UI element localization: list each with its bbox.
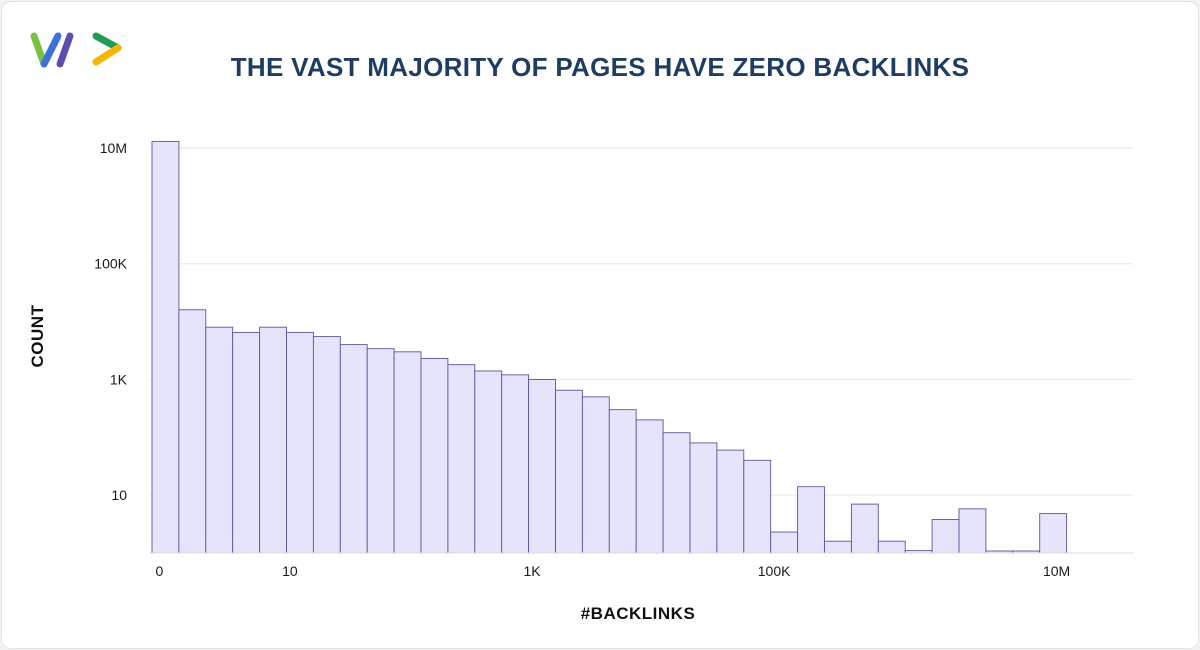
bar (339, 344, 368, 554)
x-tick-labels: 0 10 1K 100K 10M (156, 563, 1071, 579)
y-tick-label: 10M (100, 140, 127, 156)
x-tick-label: 100K (758, 563, 791, 579)
bar (178, 309, 207, 554)
bar (447, 364, 476, 554)
y-tick-label: 10 (111, 487, 127, 503)
bar (824, 540, 852, 554)
bar (635, 419, 664, 554)
x-tick-label: 0 (156, 563, 164, 579)
bar (716, 449, 745, 554)
bar (501, 374, 530, 554)
bar (393, 351, 422, 554)
bar (312, 336, 341, 554)
bar (797, 486, 825, 554)
x-tick-label: 10 (282, 563, 298, 579)
bar (770, 531, 799, 554)
bar (474, 370, 503, 554)
bar (1039, 513, 1068, 554)
y-tick-label: 100K (94, 256, 127, 272)
bar (205, 326, 234, 554)
y-tick-labels: 10 1K 100K 10M (94, 140, 127, 503)
chart-title: THE VAST MAJORITY OF PAGES HAVE ZERO BAC… (230, 52, 970, 82)
bar (958, 508, 987, 554)
bar (151, 140, 180, 554)
bar (259, 326, 287, 554)
bar (689, 442, 718, 554)
bar (366, 348, 395, 554)
bar (662, 432, 691, 554)
bar (608, 409, 637, 554)
brand-logo-icon (30, 32, 122, 68)
bar (555, 389, 583, 554)
bar (420, 358, 449, 554)
bars (151, 140, 1068, 554)
bar (850, 503, 879, 554)
x-tick-label: 1K (523, 563, 541, 579)
bar (232, 331, 261, 554)
bar (528, 378, 556, 554)
bar (581, 396, 610, 554)
x-tick-label: 10M (1043, 563, 1070, 579)
bar (743, 459, 772, 554)
y-tick-label: 1K (110, 371, 128, 387)
bar (877, 540, 906, 554)
bar (286, 331, 314, 554)
bar (931, 519, 960, 554)
x-axis-title: #BACKLINKS (581, 604, 696, 623)
y-axis-title: COUNT (28, 304, 47, 367)
